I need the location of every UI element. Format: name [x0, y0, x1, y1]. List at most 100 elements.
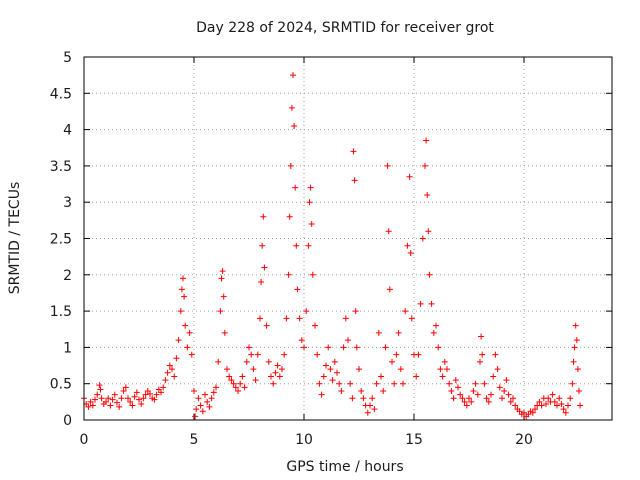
data-point — [466, 395, 472, 402]
data-point — [125, 395, 131, 402]
data-point — [415, 351, 422, 358]
data-point — [351, 177, 358, 184]
y-tick-label: 3 — [63, 195, 72, 211]
data-point — [186, 329, 193, 336]
data-point — [197, 402, 204, 409]
data-point — [241, 384, 248, 391]
data-point — [448, 387, 455, 394]
data-point — [96, 382, 103, 389]
data-point — [433, 322, 439, 329]
data-point — [279, 366, 285, 373]
data-point — [446, 380, 453, 387]
x-tick-label: 15 — [405, 432, 423, 448]
data-point — [97, 386, 104, 393]
data-point — [188, 351, 195, 358]
data-point — [350, 148, 357, 155]
data-point — [565, 402, 571, 409]
data-point — [435, 344, 442, 351]
data-point — [571, 344, 578, 351]
data-point — [570, 358, 577, 365]
data-point — [425, 228, 432, 235]
data-point — [551, 398, 558, 405]
data-point — [193, 406, 200, 413]
data-point — [138, 401, 145, 408]
x-tick-label: 5 — [190, 432, 199, 448]
data-point — [395, 329, 402, 336]
data-point — [510, 395, 516, 402]
data-point — [323, 362, 329, 369]
data-point — [239, 373, 246, 380]
y-tick-label: 4.5 — [50, 86, 72, 102]
data-point — [169, 366, 175, 373]
data-point — [164, 369, 171, 376]
data-point — [261, 264, 268, 271]
data-point — [184, 344, 191, 351]
data-point — [400, 380, 406, 387]
data-point — [307, 184, 314, 191]
data-point — [353, 344, 360, 351]
data-point — [358, 387, 365, 394]
data-point — [338, 387, 345, 394]
data-point — [316, 380, 323, 387]
data-point — [160, 384, 167, 391]
data-point — [375, 329, 382, 336]
data-point — [111, 391, 118, 398]
data-point — [129, 402, 136, 409]
data-point — [182, 322, 189, 329]
data-point — [318, 391, 325, 398]
data-point — [213, 384, 219, 391]
data-point — [127, 398, 134, 405]
data-point — [549, 391, 556, 398]
data-point — [576, 387, 582, 394]
data-point — [459, 395, 466, 402]
axis-ticks: 0 0.5 1 1.5 2 2.5 3 3.5 4 4.5 5 0 5 10 15 20 — [50, 50, 612, 448]
data-point — [352, 308, 359, 315]
data-point — [301, 344, 307, 351]
data-point — [574, 366, 581, 373]
data-point — [105, 395, 112, 402]
data-point — [199, 408, 206, 415]
x-tick-label: 10 — [295, 432, 313, 448]
y-tick-label: 0.5 — [50, 377, 72, 393]
x-axis-label: GPS time / hours — [286, 459, 403, 475]
data-point — [98, 395, 105, 402]
data-point — [147, 390, 153, 397]
data-point — [481, 380, 488, 387]
data-point — [87, 398, 94, 405]
data-point — [562, 409, 569, 416]
data-point — [250, 366, 257, 373]
data-point — [85, 403, 92, 410]
data-point — [309, 271, 316, 278]
data-point — [116, 403, 123, 410]
data-point — [306, 199, 313, 206]
data-point — [210, 389, 217, 396]
data-point — [393, 351, 400, 358]
data-point — [246, 344, 252, 351]
data-point — [305, 242, 312, 249]
plot-frame — [83, 56, 613, 421]
data-point — [235, 387, 241, 394]
data-point — [347, 380, 354, 387]
data-point — [408, 315, 415, 322]
data-point — [430, 329, 437, 336]
data-point — [136, 396, 142, 403]
data-point — [195, 395, 202, 402]
data-point — [360, 395, 367, 402]
data-point — [505, 391, 512, 398]
data-point — [114, 399, 120, 406]
data-point — [461, 398, 468, 405]
data-point — [177, 308, 184, 315]
data-point — [180, 275, 186, 282]
data-point — [331, 358, 338, 365]
data-point — [107, 402, 114, 409]
data-point — [298, 337, 305, 344]
data-point — [569, 380, 576, 387]
data-point — [260, 213, 267, 220]
data-point — [545, 395, 552, 402]
data-point — [501, 387, 508, 394]
data-point — [151, 396, 158, 403]
data-point — [228, 377, 235, 384]
data-point — [268, 373, 274, 380]
data-point — [254, 351, 261, 358]
